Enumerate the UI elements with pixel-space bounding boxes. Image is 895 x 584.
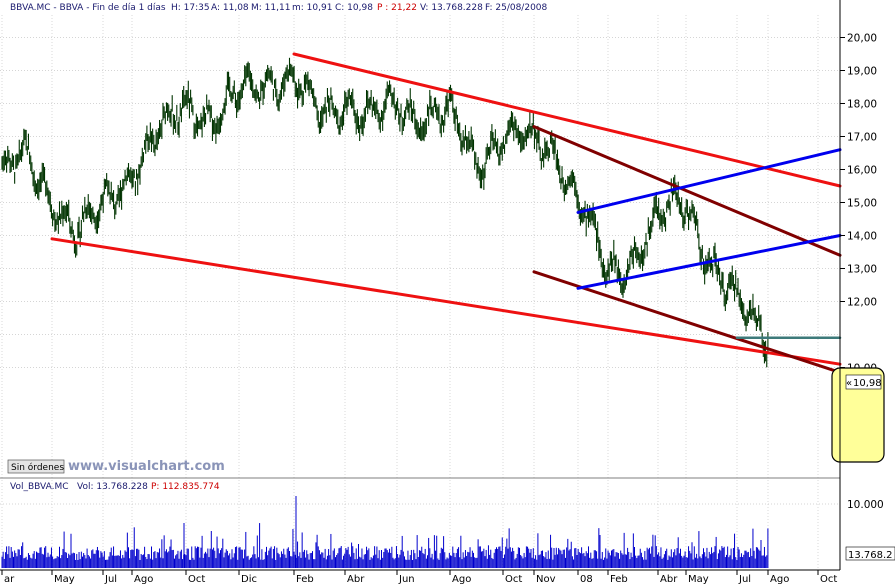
x-tick-label: Ago [770,574,789,584]
volume-vol: Vol: 13.768.228 [77,482,148,492]
price-panel [0,0,840,477]
y-tick-label: 13,00 [847,264,877,276]
x-tick-label: Oct [188,574,205,584]
x-tick-label: Oct [505,574,522,584]
time-axis: ar May Jul Ago Oct Dic Feb Abr Jun Ago Oct Nov 08 Feb… [1,570,837,584]
x-tick-label: Feb [610,574,628,584]
header-close: C: 10,98 [335,3,373,13]
x-tick-label: Abr [347,574,365,584]
x-tick-label: Ago [452,574,471,584]
x-tick-label: Jul [738,574,751,584]
trendlines [50,52,842,374]
x-tick-label: Abr [660,574,678,584]
x-tick-label: ar [4,574,15,584]
x-tick-label: Nov [536,574,556,584]
trendline [292,52,842,188]
y-tick-label: 14,00 [847,231,877,243]
trendline [532,125,842,257]
orders-button-label: Sin órdenes [11,462,64,473]
x-tick-label: Jul [104,574,117,584]
last-price-arrow: « [846,378,852,389]
y-tick-label: 20,00 [847,33,877,45]
x-tick-label: May [54,574,75,584]
trendline [576,234,842,290]
last-price-box [845,374,882,390]
header-symbol: BBVA.MC - BBVA - Fin de día 1 días [10,3,166,13]
last-volume-label: 13.768.2 [848,550,893,561]
header-date: F: 25/08/2008 [485,3,548,13]
header-per: P : 21,22 [377,3,417,13]
header-low: m: 10,91 [292,3,332,13]
y-tick-label: 18,00 [847,99,877,111]
y-tick-label: 15,00 [847,198,877,210]
x-tick-label: Jun [398,574,415,584]
trendline [50,237,842,366]
x-tick-label: May [688,574,709,584]
volume-avg: P: 112.835.774 [151,482,220,492]
volume-title: Vol_BBVA.MC [10,482,69,492]
y-tick-label: 16,00 [847,165,877,177]
volume-panel [0,477,840,570]
y-tick-label: 19,00 [847,66,877,78]
header-high: M: 11,11 [251,3,290,13]
x-tick-label: Oct [820,574,837,584]
header-volume: V: 13.768.228 [420,3,483,13]
watermark: www.visualchart.com [68,459,225,474]
price-series [1,57,769,368]
chart-header: BBVA.MC - BBVA - Fin de día 1 días H: 17… [10,3,548,13]
y-tick-label: 12,00 [847,297,877,309]
header-open: A: 11,08 [211,3,249,13]
price-highlight-box [831,367,885,463]
x-tick-label: 08 [580,574,593,584]
orders-button[interactable] [7,459,65,474]
last-volume-box [845,546,895,561]
last-price-label: 10,98 [853,378,882,389]
volume-tick-10000: 10.000 [847,499,884,511]
y-tick-label: 17,00 [847,132,877,144]
trendline [576,148,842,214]
x-tick-label: Dic [241,574,257,584]
x-tick-label: Feb [296,574,314,584]
volume-bars [1,496,769,568]
header-hour: H: 17:35 [171,3,210,13]
x-tick-label: Ago [134,574,153,584]
trendline [532,270,842,374]
